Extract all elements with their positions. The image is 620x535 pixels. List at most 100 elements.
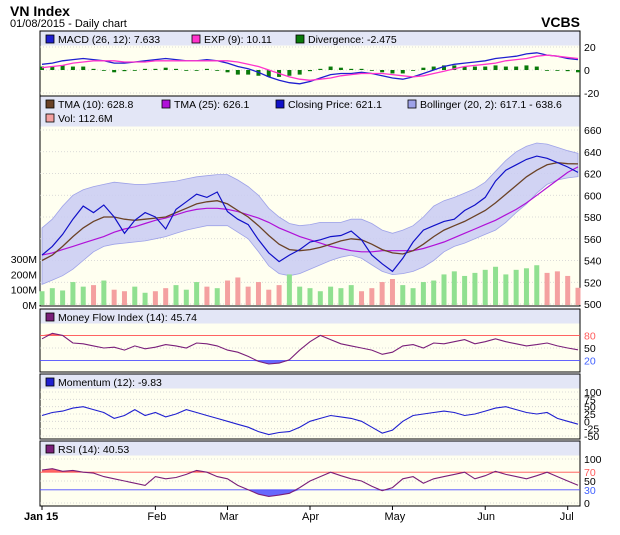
volume-bar bbox=[462, 275, 468, 305]
divergence-bar bbox=[60, 65, 65, 70]
divergence-bar bbox=[50, 66, 55, 70]
volume-bar bbox=[575, 287, 581, 305]
rsi-legend-bar bbox=[40, 441, 580, 456]
divergence-bar bbox=[235, 70, 240, 75]
macd-legend-label: MACD (26, 12): 7.633 bbox=[58, 34, 160, 46]
divergence-bar bbox=[431, 66, 436, 70]
volume-tick-label: 200M bbox=[11, 269, 37, 281]
rsi-legend-swatch bbox=[45, 444, 55, 454]
volume-bar bbox=[451, 271, 457, 305]
bollinger-band bbox=[41, 142, 579, 286]
momentum-tick-label: 100 bbox=[584, 387, 602, 399]
divergence-bar bbox=[565, 70, 570, 72]
macd-tick-label: -20 bbox=[584, 88, 599, 100]
divergence-bar bbox=[545, 70, 550, 71]
volume-bar bbox=[266, 289, 272, 305]
divergence-bar bbox=[534, 66, 539, 70]
divergence-bar bbox=[503, 66, 508, 70]
volume-bar bbox=[70, 282, 76, 305]
divergence-bar bbox=[215, 70, 220, 71]
divergence-bar bbox=[204, 68, 209, 70]
provider-label: VCBS bbox=[541, 14, 580, 30]
volume-bar bbox=[338, 288, 344, 305]
volume-bar bbox=[245, 286, 251, 305]
month-label: Mar bbox=[220, 511, 239, 523]
mfi-tick-label: 80 bbox=[584, 330, 596, 342]
divergence-bar bbox=[349, 68, 354, 70]
divergence-bar bbox=[194, 70, 199, 71]
divergence-bar bbox=[101, 70, 106, 71]
divergence-bar bbox=[462, 66, 467, 70]
divergence-bar bbox=[112, 70, 117, 73]
volume-bar bbox=[359, 291, 365, 305]
volume-bar bbox=[111, 289, 117, 305]
price-legend-label: TMA (25): 626.1 bbox=[174, 99, 249, 111]
tma10-line bbox=[41, 161, 579, 262]
price-tick-label: 640 bbox=[584, 147, 602, 159]
volume-bar bbox=[544, 272, 550, 305]
momentum-tick-label: 0 bbox=[584, 416, 590, 428]
mfi-line bbox=[41, 332, 579, 365]
divergence-bar bbox=[143, 68, 148, 70]
chart-subtitle: 01/08/2015 - Daily chart bbox=[10, 18, 127, 30]
divergence-bar bbox=[297, 70, 302, 75]
price-tick-label: 580 bbox=[584, 212, 602, 224]
momentum-legend-bar bbox=[40, 374, 580, 389]
divergence-bar bbox=[369, 70, 374, 71]
price-tick-label: 520 bbox=[584, 277, 602, 289]
volume-bar bbox=[317, 291, 323, 305]
divergence-bar bbox=[472, 66, 477, 70]
rsi-tick-label: 70 bbox=[584, 467, 596, 479]
volume-bar bbox=[255, 282, 261, 305]
divergence-bar bbox=[318, 68, 323, 70]
volume-bar bbox=[173, 285, 179, 305]
volume-tick-label: 100M bbox=[11, 285, 37, 297]
volume-bar bbox=[163, 288, 169, 305]
price-tick-label: 560 bbox=[584, 234, 602, 246]
momentum-legend-label: Momentum (12): -9.83 bbox=[58, 377, 162, 389]
momentum-legend-swatch bbox=[45, 377, 55, 387]
divergence-bar bbox=[338, 67, 343, 70]
divergence-bar bbox=[225, 70, 230, 73]
volume-bar bbox=[523, 268, 529, 305]
volume-bar bbox=[214, 288, 220, 305]
divergence-bar bbox=[40, 66, 44, 70]
volume-bar bbox=[204, 286, 210, 305]
divergence-bar bbox=[132, 70, 137, 71]
month-label: May bbox=[384, 511, 405, 523]
volume-bar bbox=[286, 274, 292, 305]
volume-tick-label: 0M bbox=[22, 300, 37, 312]
divergence-bar bbox=[400, 70, 405, 74]
divergence-bar bbox=[328, 66, 333, 70]
volume-bar bbox=[493, 266, 499, 305]
macd-tick-label: 0 bbox=[584, 65, 590, 77]
momentum-tick-label: 50 bbox=[584, 402, 596, 414]
volume-bar bbox=[534, 265, 540, 305]
volume-tick-label: 300M bbox=[11, 254, 37, 266]
panels-group: 20 0 -20 MACD (26, 12): 7.633 EXP (9): 10.11… bbox=[11, 30, 602, 510]
volume-bar bbox=[80, 286, 86, 305]
macd-legend-label: EXP (9): 10.11 bbox=[204, 34, 272, 46]
price-legend-swatch bbox=[275, 99, 285, 109]
volume-bar bbox=[554, 271, 560, 305]
price-legend-swatch bbox=[407, 99, 417, 109]
divergence-bar bbox=[452, 65, 457, 70]
divergence-bar bbox=[174, 68, 178, 70]
volume-bar bbox=[565, 275, 571, 305]
price-legend-label: TMA (10): 628.8 bbox=[58, 99, 133, 111]
volume-bar bbox=[431, 280, 437, 305]
month-label: Jan 15 bbox=[24, 511, 58, 523]
divergence-bar bbox=[287, 70, 292, 76]
divergence-bar bbox=[493, 65, 498, 70]
volume-bar bbox=[328, 286, 334, 305]
price-legend-label: Vol: 112.6M bbox=[58, 113, 113, 125]
divergence-bar bbox=[163, 67, 168, 70]
volume-bar bbox=[132, 286, 138, 305]
divergence-bar bbox=[153, 68, 158, 70]
volume-bar bbox=[39, 291, 45, 305]
macd-legend-swatch bbox=[295, 34, 305, 44]
month-label: Apr bbox=[302, 511, 319, 523]
divergence-bar bbox=[390, 70, 395, 74]
macd-tick-label: 20 bbox=[584, 42, 596, 54]
price-legend-swatch bbox=[45, 113, 55, 123]
